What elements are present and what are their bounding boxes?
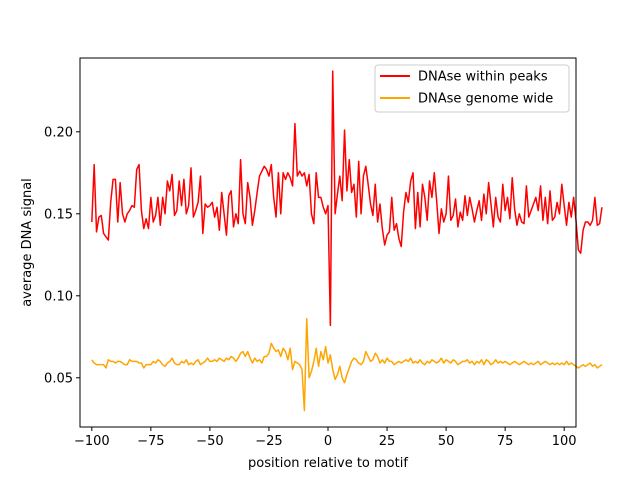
- x-tick-label: 75: [497, 434, 514, 449]
- x-tick-label: −25: [255, 434, 282, 449]
- x-tick-label: 100: [552, 434, 577, 449]
- x-tick-label: 25: [379, 434, 396, 449]
- series-line-dnase-genome-wide: [91, 318, 603, 412]
- legend: DNAse within peaks DNAse genome wide: [374, 64, 570, 113]
- x-tick-label: −50: [196, 434, 223, 449]
- legend-label-dnase-within-peaks: DNAse within peaks: [418, 70, 548, 85]
- series-line-dnase-within-peaks: [91, 70, 603, 327]
- legend-label-dnase-genome-wide: DNAse genome wide: [418, 92, 553, 107]
- x-axis-label: position relative to motif: [248, 456, 408, 471]
- y-tick-label: 0.10: [44, 289, 73, 304]
- x-tick-label: 0: [324, 434, 332, 449]
- y-axis-ticks: 0.05 0.10 0.15 0.20: [44, 125, 80, 386]
- x-tick-label: −75: [137, 434, 164, 449]
- y-tick-label: 0.20: [44, 125, 73, 140]
- y-tick-label: 0.05: [44, 371, 73, 386]
- plot-lines: [91, 70, 603, 412]
- legend-box: [374, 64, 570, 113]
- x-axis-ticks: −100 −75 −50 −25 0 25 50 75 100: [74, 427, 577, 449]
- x-tick-label: −100: [74, 434, 110, 449]
- x-tick-label: 50: [438, 434, 455, 449]
- y-axis-label: average DNA signal: [20, 178, 35, 307]
- y-tick-label: 0.15: [44, 207, 73, 222]
